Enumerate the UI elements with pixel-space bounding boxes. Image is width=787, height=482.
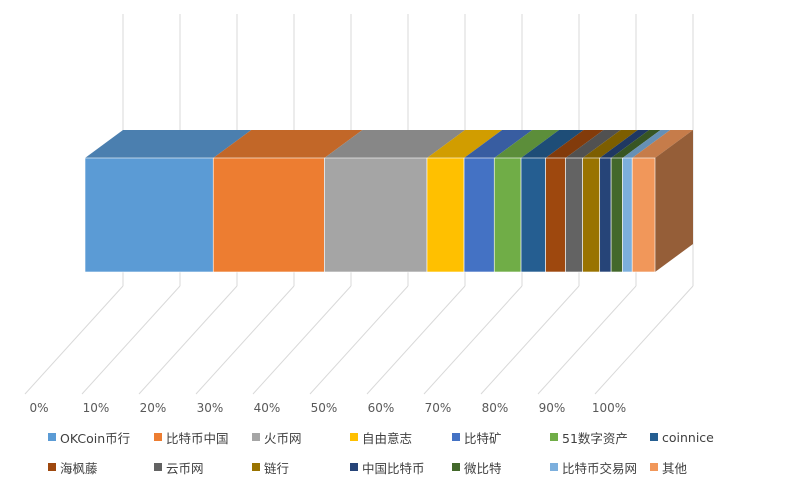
- legend-item: 链行: [252, 452, 350, 482]
- legend-swatch: [350, 433, 358, 441]
- bar-segment: [324, 157, 428, 273]
- legend-swatch: [154, 463, 162, 471]
- bar-segment: [463, 157, 495, 273]
- x-axis-tick-labels: 0% 10% 20% 30% 40% 50% 60% 70% 80% 90% 100%: [29, 401, 626, 415]
- legend-label: 比特币交易网: [562, 460, 638, 476]
- x-tick-label: 60%: [368, 401, 395, 415]
- legend-item: 比特币中国: [154, 422, 252, 452]
- bar-top-微比特: [611, 130, 661, 158]
- bar-segment: [631, 157, 656, 273]
- bar-top-链行: [582, 130, 638, 158]
- legend-swatch: [48, 433, 56, 441]
- legend-item: 比特币交易网: [550, 452, 650, 482]
- legend-item: 微比特: [452, 452, 550, 482]
- gridline-floor: [423, 285, 523, 395]
- bar-top-自由意志: [427, 130, 503, 158]
- legend-row: OKCoin币行 比特币中国 火币网 自由意志 比特矿 51数字资产 coinnice: [48, 422, 778, 452]
- bar-top-海枫藤: [545, 130, 604, 158]
- bar-segment: [212, 157, 325, 273]
- bar-top-51数字资产: [494, 130, 560, 158]
- x-tick-label: 100%: [592, 401, 626, 415]
- gridline-floor: [24, 285, 124, 395]
- legend-item: 火币网: [252, 422, 350, 452]
- bar-top-中国比特币: [599, 130, 650, 158]
- legend-item: 云币网: [154, 452, 252, 482]
- bar-top-火币网: [324, 130, 465, 158]
- legend-label: 中国比特币: [362, 460, 425, 476]
- bar-top-云币网: [565, 130, 621, 158]
- legend-label: 比特矿: [464, 430, 502, 446]
- bar-segments: [84, 130, 693, 273]
- x-tick-label: 90%: [539, 401, 566, 415]
- x-tick-label: 70%: [425, 401, 452, 415]
- gridline-floor: [195, 285, 295, 395]
- legend-swatch: [252, 463, 260, 471]
- bar-top-比特矿: [464, 130, 533, 158]
- legend-label: coinnice: [662, 429, 714, 445]
- x-tick-label: 50%: [311, 401, 338, 415]
- legend-swatch: [252, 433, 260, 441]
- legend-label: 微比特: [464, 460, 502, 476]
- gridline-floor: [537, 285, 637, 395]
- legend-label: OKCoin币行: [60, 430, 131, 446]
- legend-item: OKCoin币行: [48, 422, 154, 452]
- bar-side: [655, 130, 693, 272]
- legend-item: 其他: [650, 452, 742, 482]
- bar-top-比特币交易网: [622, 130, 671, 158]
- legend-item: 海枫藤: [48, 452, 154, 482]
- legend-label: 51数字资产: [562, 430, 628, 446]
- x-tick-label: 0%: [29, 401, 48, 415]
- legend-item: 51数字资产: [550, 422, 650, 452]
- legend-swatch: [550, 433, 558, 441]
- bar-top-比特币中国: [213, 130, 363, 158]
- bar-segment: [622, 157, 633, 273]
- legend: OKCoin币行 比特币中国 火币网 自由意志 比特矿 51数字资产 coinnice 海枫藤…: [48, 422, 778, 482]
- legend-item: 自由意志: [350, 422, 452, 452]
- legend-label: 链行: [264, 460, 290, 476]
- legend-label: 其他: [662, 460, 688, 476]
- gridline-floor: [252, 285, 352, 395]
- x-tick-label: 20%: [140, 401, 167, 415]
- x-tick-label: 10%: [83, 401, 110, 415]
- gridline-floor: [309, 285, 409, 395]
- legend-swatch: [452, 463, 460, 471]
- legend-item: coinnice: [650, 422, 742, 452]
- bar-segment: [599, 157, 612, 273]
- x-tick-label: 30%: [197, 401, 224, 415]
- gridline-floor: [81, 285, 181, 395]
- bar-segment: [582, 157, 601, 273]
- gridline-floor: [480, 285, 580, 395]
- legend-label: 自由意志: [362, 430, 413, 446]
- bar-segment: [565, 157, 583, 273]
- legend-swatch: [350, 463, 358, 471]
- legend-swatch: [452, 433, 460, 441]
- legend-item: 中国比特币: [350, 452, 452, 482]
- legend-swatch: [154, 433, 162, 441]
- gridline-floor: [366, 285, 466, 395]
- x-tick-label: 80%: [482, 401, 509, 415]
- x-tick-label: 40%: [254, 401, 281, 415]
- bar-segment: [493, 157, 522, 273]
- bar-segment: [520, 157, 546, 273]
- gridline-floor: [594, 285, 694, 395]
- bar-segment: [545, 157, 566, 273]
- bar-segment: [610, 157, 623, 273]
- legend-label: 云币网: [166, 460, 204, 476]
- legend-swatch: [550, 463, 558, 471]
- legend-swatch: [650, 463, 658, 471]
- bar-top-OKCoin币行: [85, 130, 252, 158]
- legend-label: 比特币中国: [166, 430, 229, 446]
- bar-top-coinnice: [521, 130, 584, 158]
- legend-swatch: [650, 433, 658, 441]
- bar-segment: [426, 157, 465, 273]
- legend-row: 海枫藤 云币网 链行 中国比特币 微比特 比特币交易网 其他: [48, 452, 778, 482]
- legend-swatch: [48, 463, 56, 471]
- bar-top-其他: [632, 130, 693, 158]
- legend-label: 海枫藤: [60, 460, 98, 476]
- gridline-floor: [138, 285, 238, 395]
- bar-segment: [84, 157, 214, 273]
- legend-item: 比特矿: [452, 422, 550, 452]
- legend-label: 火币网: [264, 430, 302, 446]
